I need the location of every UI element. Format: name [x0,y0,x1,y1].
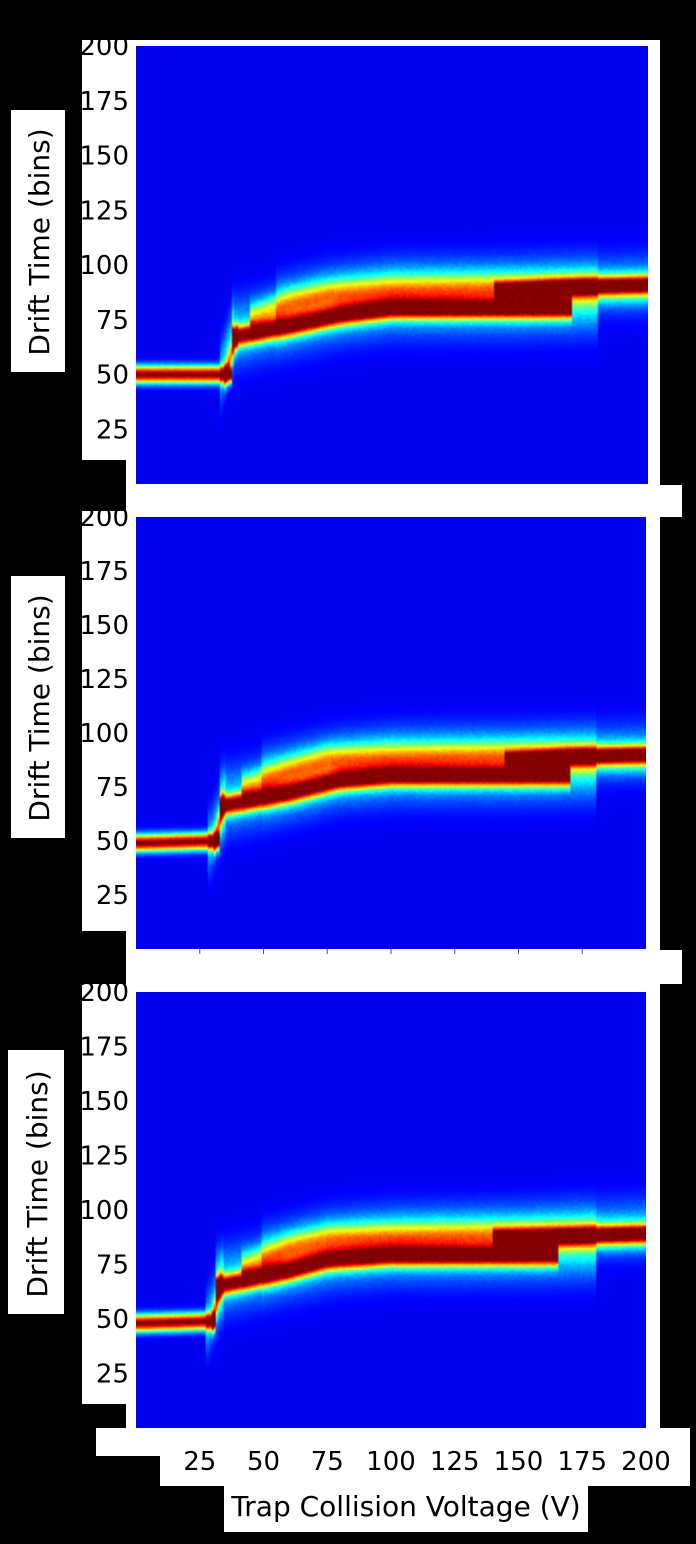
y-tick-label: 25 [96,415,129,445]
y-tick-label: 50 [96,1305,129,1335]
y-tick-label: 100 [79,1196,129,1226]
y-tick-label: 175 [79,87,129,117]
heatmap-middle [136,517,646,949]
y-tick-label: 150 [79,142,129,172]
x-tick-label: 125 [430,1447,480,1477]
x-tick-label: 150 [494,1447,544,1477]
y-axis-label-bottom: Drift Time (bins) [21,1070,54,1297]
y-tick-label: 200 [79,503,129,533]
x-tick-label: 100 [366,1447,416,1477]
y-tick-label: 25 [96,881,129,911]
heatmap-top [136,46,648,484]
y-tick-label: 200 [79,32,129,62]
y-tick-label: 200 [79,978,129,1008]
y-tick-label: 125 [79,196,129,226]
y-tick-label: 150 [79,611,129,641]
y-axis-label-top: Drift Time (bins) [23,128,56,355]
y-tick-label: 150 [79,1087,129,1117]
x-tick-label: 50 [247,1447,280,1477]
y-axis-label-middle: Drift Time (bins) [23,594,56,821]
y-tick-label: 100 [79,251,129,281]
y-tick-label: 50 [96,361,129,391]
y-tick-label: 100 [79,719,129,749]
x-tick-label: 200 [621,1447,671,1477]
y-tick-label: 75 [96,306,129,336]
y-tick-label: 125 [79,1142,129,1172]
y-tick-label: 175 [79,557,129,587]
heatmap-bottom [136,992,646,1428]
y-tick-label: 75 [96,1251,129,1281]
x-tick-label: 75 [311,1447,344,1477]
y-tick-label: 175 [79,1033,129,1063]
y-tick-label: 75 [96,773,129,803]
x-tick-label: 175 [557,1447,607,1477]
y-tick-label: 125 [79,665,129,695]
x-tick-label: 25 [183,1447,216,1477]
x-axis-label: Trap Collision Voltage (V) [230,1490,580,1523]
y-tick-label: 50 [96,827,129,857]
y-tick-label: 25 [96,1360,129,1390]
